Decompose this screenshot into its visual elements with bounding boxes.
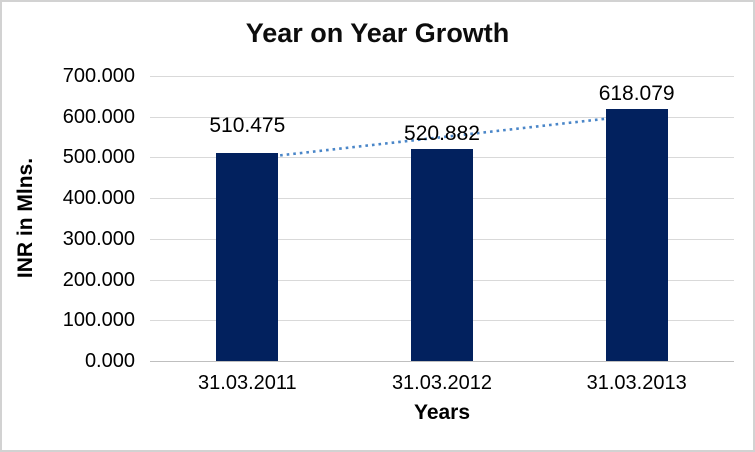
x-tick-label: 31.03.2013	[586, 372, 687, 394]
bar-data-label: 618.079	[598, 82, 675, 106]
y-tick-label: 400.000	[62, 187, 135, 210]
y-tick-label: 300.000	[62, 227, 135, 250]
gridline	[150, 76, 734, 77]
y-tick-label: 600.000	[62, 105, 135, 128]
x-axis-title: Years	[413, 401, 471, 424]
x-axis-line	[150, 361, 734, 362]
x-tick-label: 31.03.2012	[391, 372, 493, 394]
chart-title: Year on Year Growth	[245, 18, 510, 48]
bar	[605, 109, 668, 361]
y-tick-label: 100.000	[62, 309, 135, 332]
bar-data-label: 520.882	[404, 121, 480, 145]
y-tick-label: 700.000	[62, 65, 135, 87]
y-tick-label: 200.000	[62, 268, 135, 291]
x-tick-label: 31.03.2011	[198, 372, 297, 394]
y-tick-label: 0.000	[84, 350, 135, 372]
bar-data-label: 510.475	[209, 114, 286, 138]
bar	[216, 153, 279, 361]
y-tick-label: 500.000	[62, 146, 135, 169]
bar	[411, 148, 473, 361]
